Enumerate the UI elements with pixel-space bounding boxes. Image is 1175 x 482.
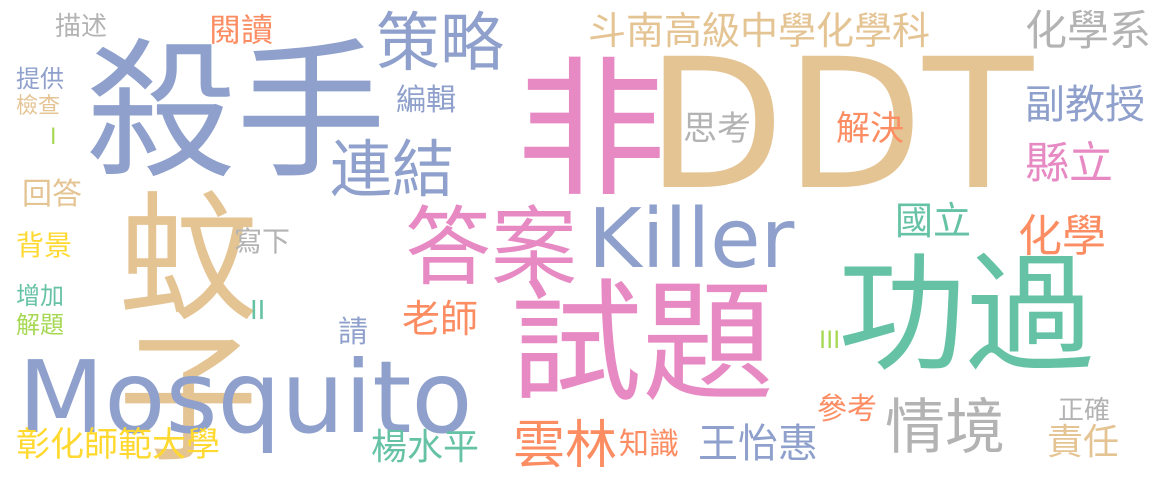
word-lianjie: 連結 bbox=[330, 133, 455, 206]
word-laoshi: 老師 bbox=[402, 297, 479, 341]
word-bianji: 編輯 bbox=[396, 83, 456, 118]
word-huaxuexi: 化學系 bbox=[1025, 6, 1152, 55]
word-huaxue: 化學 bbox=[1018, 211, 1106, 262]
word-zengjia: 增加 bbox=[16, 282, 64, 310]
word-shashou: 殺手 bbox=[86, 26, 387, 200]
word-guoli: 國立 bbox=[895, 199, 972, 243]
word-roman-two: II bbox=[250, 296, 266, 326]
word-zeren: 責任 bbox=[1047, 422, 1120, 463]
word-fei: 非 bbox=[516, 44, 667, 218]
word-roman-three: III bbox=[819, 326, 841, 354]
word-fujiaoshou: 副教授 bbox=[1025, 82, 1145, 128]
word-daan: 答案 bbox=[405, 198, 577, 298]
word-dounan-chem: 斗南高級中學化學科 bbox=[588, 9, 931, 53]
word-beijing: 背景 bbox=[16, 229, 73, 262]
word-zhishi: 知識 bbox=[619, 427, 679, 462]
word-wenzi: 蚊子 bbox=[94, 185, 257, 465]
word-xiexia: 寫下 bbox=[234, 225, 291, 258]
word-jieti: 解題 bbox=[16, 311, 64, 339]
word-yang-shuiping: 楊水平 bbox=[371, 427, 480, 468]
word-roman-one: I bbox=[50, 125, 57, 150]
word-ddt: DDT bbox=[646, 21, 1034, 230]
word-yuedu: 閱讀 bbox=[209, 11, 274, 49]
word-yunlin: 雲林 bbox=[513, 416, 618, 476]
word-xianli: 縣立 bbox=[1025, 138, 1113, 189]
word-zhengque: 正確 bbox=[1058, 396, 1111, 426]
word-qingjing: 情境 bbox=[885, 393, 1005, 463]
word-jiancha: 檢查 bbox=[16, 94, 61, 119]
word-tigong: 提供 bbox=[16, 65, 64, 93]
word-qing: 請 bbox=[338, 315, 368, 350]
word-celue: 策略 bbox=[376, 7, 504, 81]
word-wang-yihui: 王怡惠 bbox=[698, 421, 818, 467]
word-gongguo: 功過 bbox=[838, 241, 1095, 390]
word-mosquito: Mosquito bbox=[18, 339, 473, 456]
word-jiejue: 解決 bbox=[836, 109, 904, 149]
word-huida: 回答 bbox=[22, 177, 82, 212]
word-killer: Killer bbox=[588, 192, 795, 287]
word-miaoshu: 描述 bbox=[55, 12, 108, 42]
word-shiti: 試題 bbox=[510, 267, 774, 421]
word-changhua-univ: 彰化師範大學 bbox=[16, 425, 220, 465]
word-sikao: 思考 bbox=[683, 109, 751, 149]
word-cankao: 參考 bbox=[817, 392, 877, 427]
